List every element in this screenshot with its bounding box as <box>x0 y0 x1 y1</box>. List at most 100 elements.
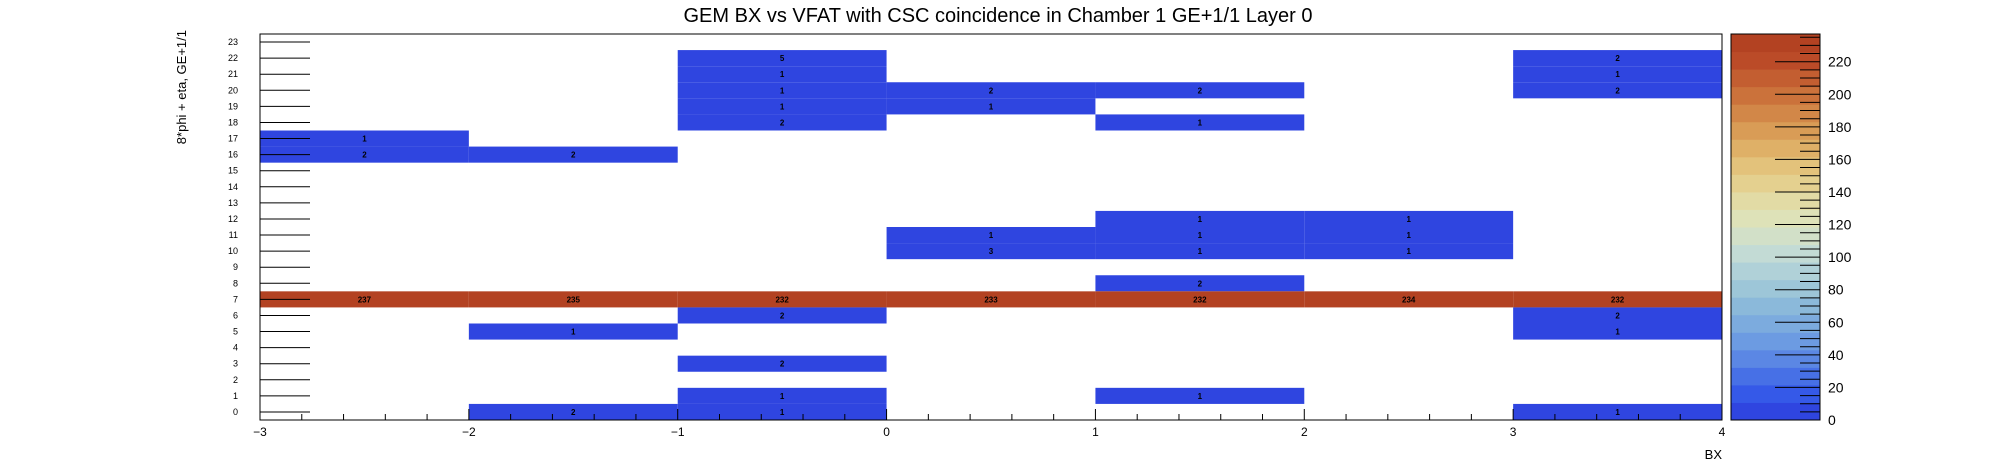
cell-value-label: 232 <box>775 295 789 304</box>
y-tick-label: 19 <box>228 101 238 111</box>
heatmap-cell <box>1304 243 1514 260</box>
heatmap-cell <box>677 291 887 308</box>
cell-value-label: 2 <box>780 311 785 320</box>
colorbar-segment <box>1731 191 1820 210</box>
cell-value-label: 1 <box>1198 231 1203 240</box>
heatmap-cell <box>468 146 678 163</box>
y-tick-label: 22 <box>228 53 238 63</box>
cell-value-label: 1 <box>780 408 785 417</box>
heatmap-cell <box>1513 66 1722 83</box>
cell-value-label: 2 <box>1198 86 1203 95</box>
cell-value-label: 237 <box>358 295 372 304</box>
heatmap-cell <box>886 291 1096 308</box>
heatmap-cell <box>677 307 887 324</box>
x-tick-label: 1 <box>1092 425 1099 439</box>
colorbar-tick-label: 140 <box>1828 184 1852 200</box>
cell-value-label: 2 <box>780 118 785 127</box>
heatmap-cell <box>1513 82 1722 99</box>
colorbar-segment <box>1731 262 1820 281</box>
y-tick-label: 17 <box>228 134 238 144</box>
y-tick-label: 11 <box>229 230 238 240</box>
cell-value-label: 235 <box>567 295 581 304</box>
y-tick-label: 4 <box>233 343 238 353</box>
cell-value-label: 1 <box>1198 118 1203 127</box>
colorbar-segment <box>1731 227 1820 246</box>
cell-value-label: 1 <box>571 328 576 337</box>
x-tick-label: −2 <box>462 425 476 439</box>
y-tick-label: 3 <box>233 359 238 369</box>
x-tick-label: −1 <box>671 425 685 439</box>
heatmap-cell <box>886 227 1096 244</box>
y-tick-label: 15 <box>228 166 238 176</box>
x-tick-label: −3 <box>253 425 267 439</box>
cell-value-label: 1 <box>989 102 994 111</box>
y-tick-label: 10 <box>228 246 238 256</box>
cell-value-label: 1 <box>780 392 785 401</box>
colorbar-tick-label: 60 <box>1828 314 1844 330</box>
cell-value-label: 1 <box>780 86 785 95</box>
heatmap-cell <box>677 66 887 83</box>
cell-value-label: 1 <box>780 102 785 111</box>
colorbar-segment <box>1731 279 1820 298</box>
heatmap-cell <box>1304 210 1514 227</box>
colorbar-segment <box>1731 139 1820 158</box>
colorbar-tick-label: 220 <box>1828 54 1852 70</box>
cell-value-label: 1 <box>1615 408 1620 417</box>
cell-value-label: 234 <box>1402 295 1416 304</box>
cell-value-label: 2 <box>1615 54 1620 63</box>
colorbar-segment <box>1731 384 1820 403</box>
heatmap-cell <box>468 403 678 420</box>
x-tick-label: 2 <box>1301 425 1308 439</box>
heatmap-cell <box>677 98 887 115</box>
heatmap-cell <box>260 291 469 308</box>
cell-value-label: 2 <box>780 360 785 369</box>
heatmap-cell <box>677 403 887 420</box>
cell-value-label: 3 <box>989 247 994 256</box>
heatmap-cell <box>1513 403 1722 420</box>
heatmap-cell <box>1095 114 1305 131</box>
heatmap-cell <box>1095 243 1305 260</box>
colorbar-segment <box>1731 104 1820 123</box>
colorbar-segment <box>1731 51 1820 70</box>
colorbar-segment <box>1731 174 1820 193</box>
y-tick-label: 16 <box>228 150 238 160</box>
heatmap-cell <box>1095 275 1305 292</box>
cell-value-label: 1 <box>1406 247 1411 256</box>
cell-value-label: 1 <box>989 231 994 240</box>
colorbar-segment <box>1731 244 1820 263</box>
colorbar-segment <box>1731 402 1820 421</box>
y-tick-label: 23 <box>228 37 238 47</box>
y-tick-label: 7 <box>233 294 238 304</box>
colorbar-tick-label: 40 <box>1828 347 1844 363</box>
cell-value-label: 1 <box>1615 328 1620 337</box>
colorbar-tick-label: 120 <box>1828 217 1852 233</box>
y-tick-label: 1 <box>233 391 238 401</box>
colorbar-segment <box>1731 156 1820 175</box>
y-axis-label: 8*phi + eta, GE+1/1 <box>174 30 189 144</box>
colorbar-tick-label: 80 <box>1828 282 1844 298</box>
heatmap-cell <box>1095 82 1305 99</box>
heatmap-cell <box>677 50 887 67</box>
heatmap-cell <box>677 114 887 131</box>
heatmap-cell <box>1304 227 1514 244</box>
x-tick-label: 3 <box>1510 425 1517 439</box>
cell-value-label: 233 <box>984 295 998 304</box>
chart-title: GEM BX vs VFAT with CSC coincidence in C… <box>684 5 1313 27</box>
colorbar-tick-label: 0 <box>1828 412 1836 428</box>
colorbar-segment <box>1731 314 1820 333</box>
ticks-layer: 01234567891011121314151617181920212223−3… <box>228 37 1726 439</box>
heatmap-cell <box>260 130 469 147</box>
cell-value-label: 5 <box>780 54 785 63</box>
y-tick-label: 9 <box>233 262 238 272</box>
colorbar-segment <box>1731 121 1820 140</box>
heatmap-cell <box>886 82 1096 99</box>
cell-value-label: 1 <box>1615 70 1620 79</box>
heatmap-cell <box>1095 210 1305 227</box>
y-tick-label: 12 <box>228 214 238 224</box>
plot-frame <box>259 33 1723 421</box>
cell-value-label: 1 <box>1198 392 1203 401</box>
cell-value-label: 2 <box>571 151 576 160</box>
heatmap-cell <box>886 98 1096 115</box>
y-tick-label: 14 <box>228 182 238 192</box>
cell-value-label: 232 <box>1611 295 1625 304</box>
